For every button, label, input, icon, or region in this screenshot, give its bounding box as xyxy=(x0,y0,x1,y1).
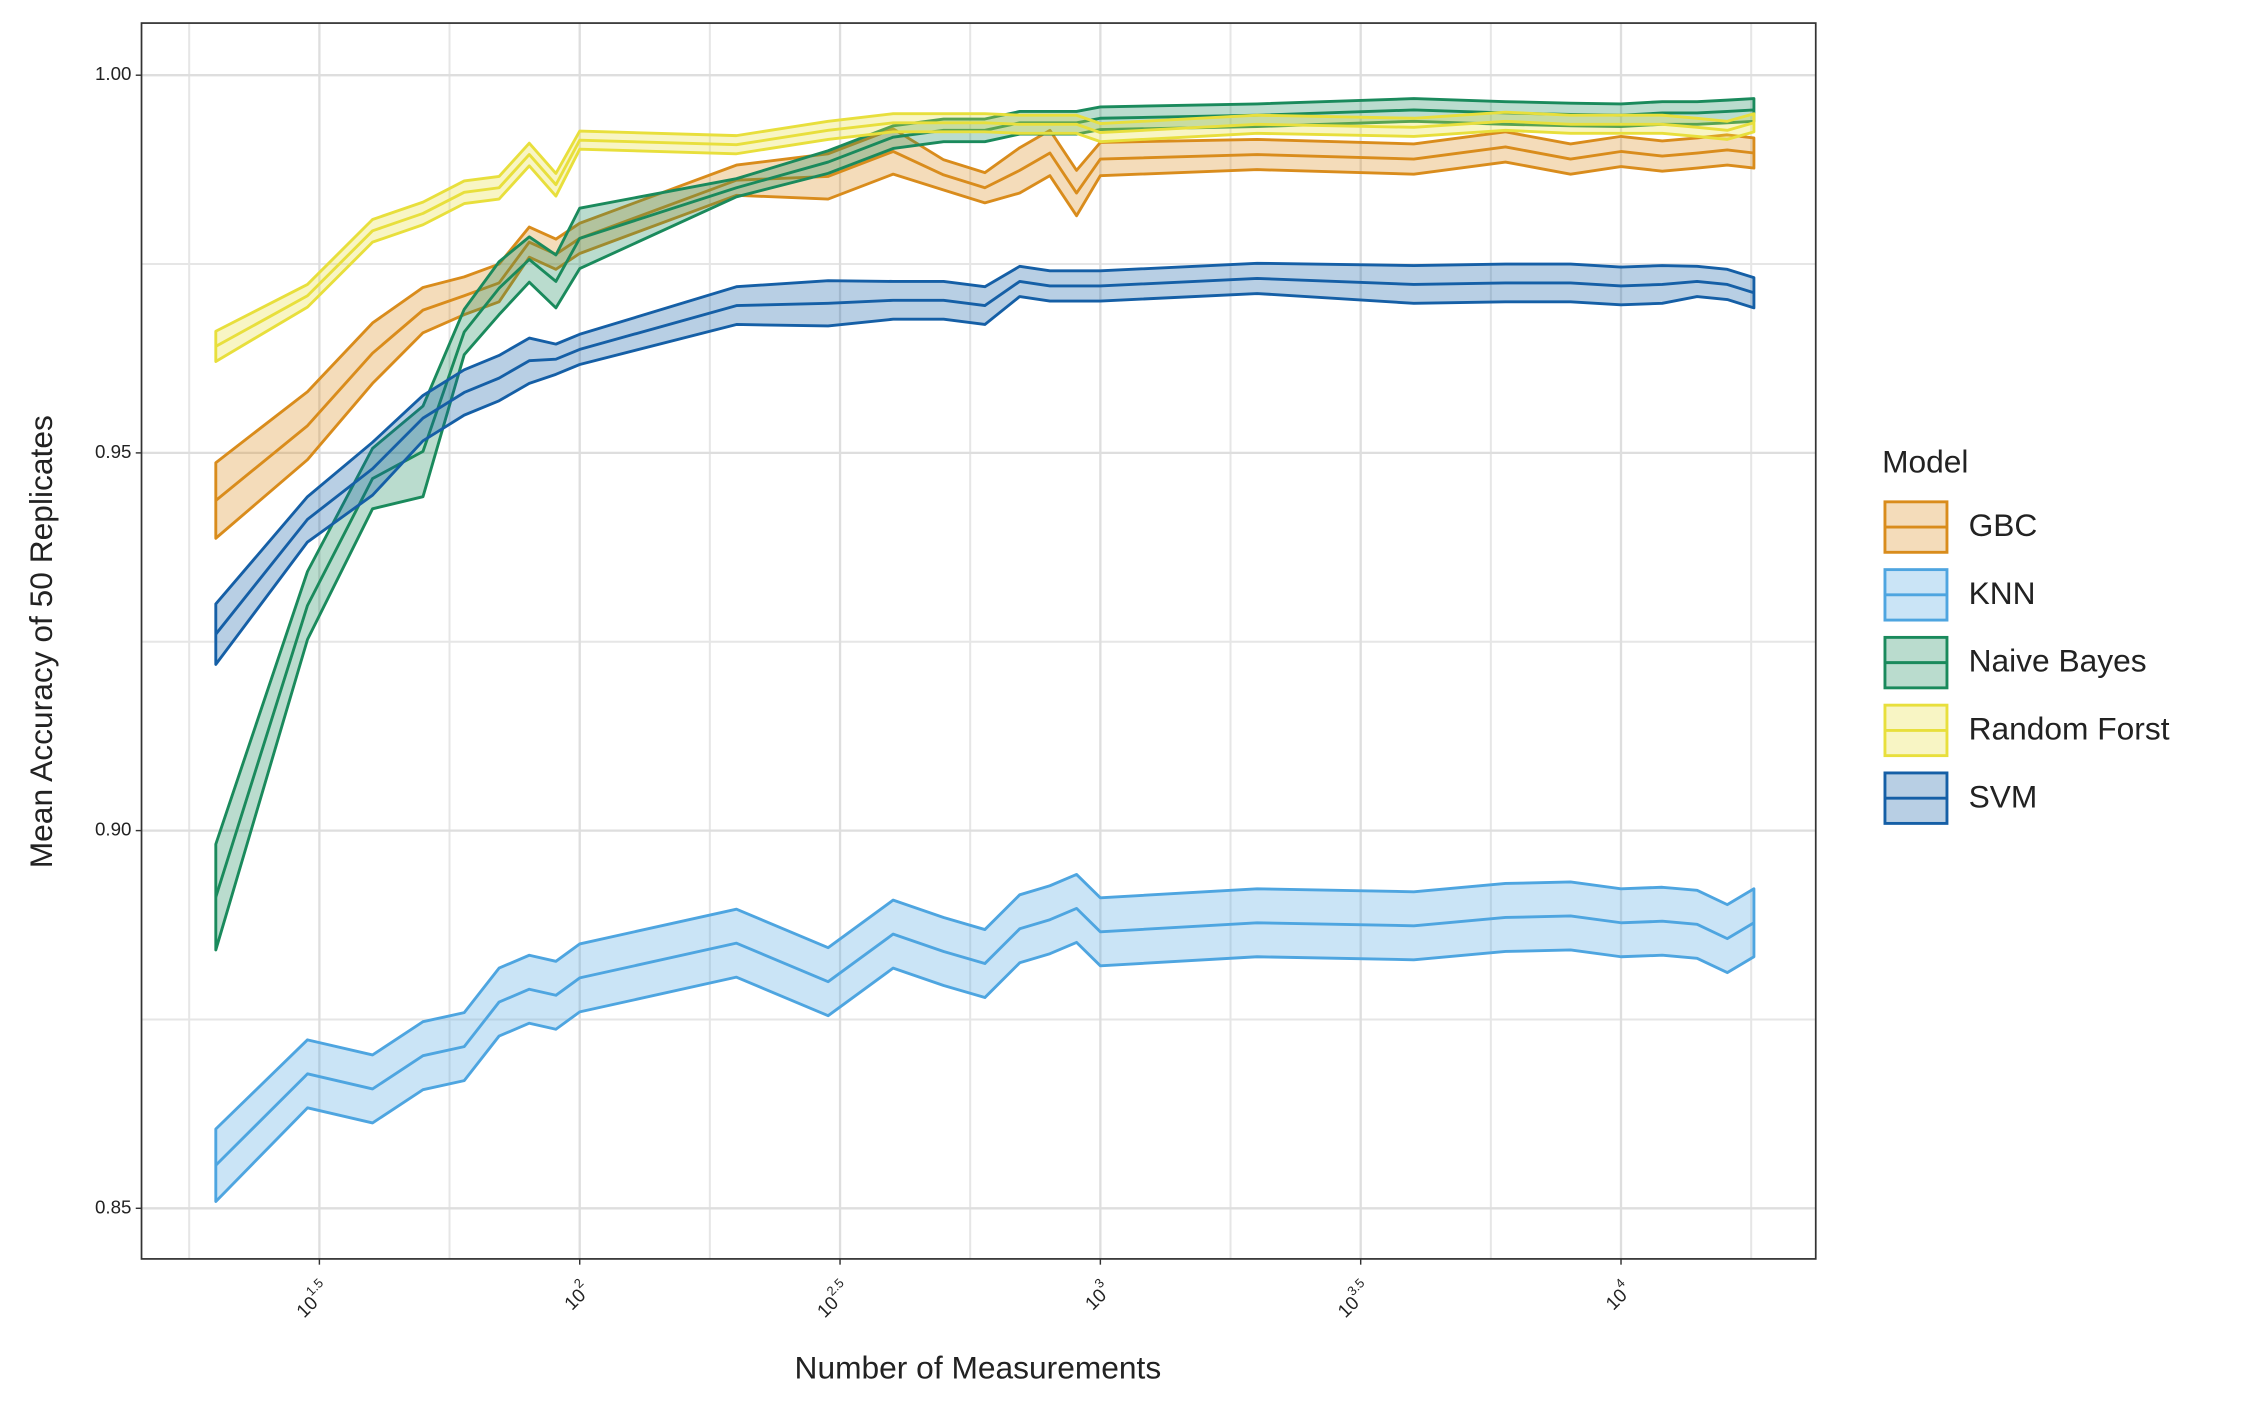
legend-label: GBC xyxy=(1969,507,2038,543)
legend-label: Naive Bayes xyxy=(1969,643,2147,679)
series-line xyxy=(214,276,1755,636)
confidence-band xyxy=(214,110,1756,363)
y-tick-label: 0.95 xyxy=(95,441,131,462)
confidence-band xyxy=(214,872,1756,1203)
legend-title: Model xyxy=(1882,444,1968,480)
y-axis-title: Mean Accuracy of 50 Replicates xyxy=(23,415,59,868)
legend: GBC KNN Naive Bayes Random Forst SVM xyxy=(1883,500,2170,825)
confidence-band xyxy=(214,261,1756,666)
plot-area xyxy=(214,97,1756,1203)
grid xyxy=(141,23,1816,1259)
legend-label: KNN xyxy=(1969,575,2036,611)
y-tick-label: 0.90 xyxy=(95,819,131,840)
y-tick-label: 0.85 xyxy=(95,1196,131,1217)
legend-label: Random Forst xyxy=(1969,710,2170,746)
series-line xyxy=(214,906,1755,1167)
y-tick-label: 1.00 xyxy=(95,63,131,84)
legend-label: SVM xyxy=(1969,778,2038,814)
panel-border xyxy=(140,22,1817,1260)
x-axis-title: Number of Measurements xyxy=(795,1349,1162,1385)
series-line xyxy=(215,119,1755,348)
